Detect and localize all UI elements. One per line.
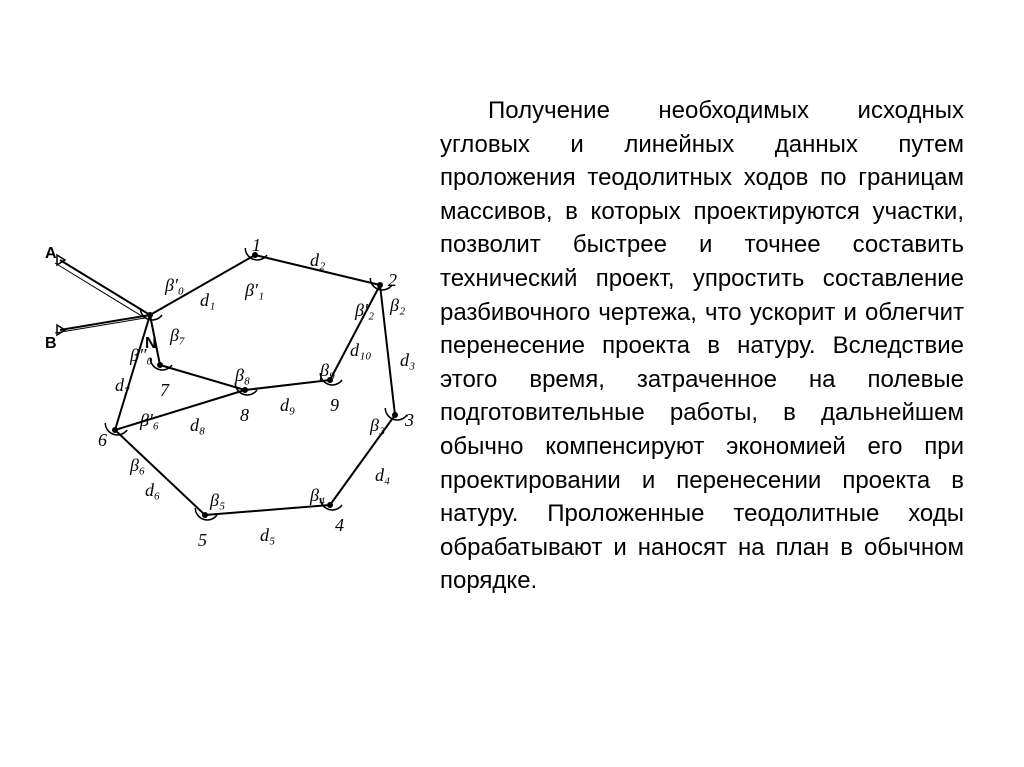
edge-label: d₉: [280, 395, 295, 416]
diagram-svg: [30, 220, 430, 570]
angle-label: β′₁: [245, 280, 264, 301]
edge-label: d₂: [310, 250, 325, 271]
node-label-5: 5: [198, 530, 207, 551]
edge-label: d₁₀: [350, 340, 372, 361]
page-root: 123456789ABNd₁d₂d₃d₄d₅d₆d₇d₈d₉d₁₀β′₀β″₀β…: [0, 0, 1024, 767]
angle-label: β₉: [320, 360, 335, 381]
traverse-diagram: 123456789ABNd₁d₂d₃d₄d₅d₆d₇d₈d₉d₁₀β′₀β″₀β…: [30, 220, 430, 570]
node-label-A: A: [45, 245, 57, 263]
angle-label: β′₆: [140, 410, 159, 431]
angle-label: β″₀: [130, 345, 153, 366]
node-label-B: B: [45, 335, 57, 353]
node-label-6: 6: [98, 430, 107, 451]
node-label-7: 7: [160, 380, 169, 401]
edge-label: d₄: [375, 465, 390, 486]
edge-label: d₇: [115, 375, 130, 396]
edge-label: d₈: [190, 415, 205, 436]
node-label-3: 3: [405, 410, 414, 431]
figure-column: 123456789ABNd₁d₂d₃d₄d₅d₆d₇d₈d₉d₁₀β′₀β″₀β…: [20, 70, 440, 727]
edge-label: d₅: [260, 525, 275, 546]
body-paragraph: Получение необходимых исходных угловых и…: [440, 94, 964, 598]
text-column: Получение необходимых исходных угловых и…: [440, 70, 964, 727]
angle-label: β₃: [370, 415, 385, 436]
angle-label: β′₂: [355, 300, 374, 321]
edge-label: d₁: [200, 290, 215, 311]
edge-label: d₃: [400, 350, 415, 371]
node-label-8: 8: [240, 405, 249, 426]
angle-label: β₂: [390, 295, 405, 316]
node-label-9: 9: [330, 395, 339, 416]
angle-label: β₇: [170, 325, 185, 346]
node-label-4: 4: [335, 515, 344, 536]
node-label-1: 1: [252, 235, 261, 256]
angle-label: β′₀: [165, 275, 184, 296]
angle-label: β₄: [310, 485, 325, 506]
edge-label: d₆: [145, 480, 160, 501]
angle-label: β₈: [235, 365, 250, 386]
angle-label: β₅: [210, 490, 225, 511]
angle-label: β₆: [130, 455, 145, 476]
node-label-2: 2: [388, 270, 397, 291]
